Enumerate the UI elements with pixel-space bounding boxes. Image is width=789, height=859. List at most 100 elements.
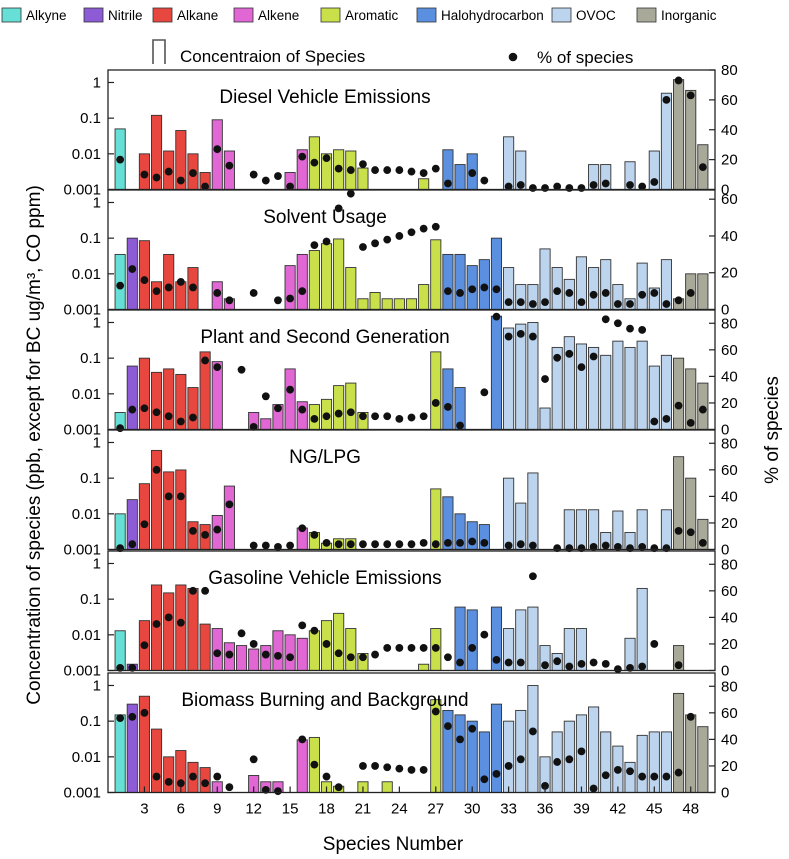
dot-species-5	[164, 492, 173, 501]
dot-species-23	[383, 644, 392, 652]
bar-species-1	[114, 714, 126, 793]
legend-label-halohydrocarbon: Halohydrocarbon	[441, 8, 544, 23]
dot-species-31	[480, 176, 489, 185]
bar-species-44	[636, 734, 648, 793]
bar-species-40	[588, 267, 600, 310]
dot-species-15	[286, 294, 294, 303]
dot-species-39	[577, 747, 586, 756]
dot-species-5	[164, 167, 173, 176]
legend-label-alkane: Alkane	[177, 8, 218, 23]
x-tick-label: 24	[391, 801, 408, 818]
x-tick-label: 21	[355, 801, 372, 818]
legend-bar-icon	[152, 39, 166, 64]
bar-species-33	[503, 136, 515, 190]
bar-species-2	[126, 237, 138, 310]
bar-species-5	[163, 756, 175, 793]
legend-bar-label: Concentraion of Species	[180, 47, 365, 66]
y-right-tick-label: 0	[721, 663, 729, 680]
dot-species-25	[407, 644, 416, 652]
bar-species-39	[575, 343, 588, 430]
panel-5: 0.001 0.01 0.1 1 0 20 40 60 80 Gasoline Vehicle E…	[63, 550, 738, 680]
dot-species-38	[565, 755, 574, 764]
dot-species-6	[176, 417, 185, 426]
dot-species-21	[359, 243, 367, 251]
dot-species-26	[419, 538, 428, 547]
dot-species-18	[322, 538, 331, 547]
dot-species-37	[553, 758, 562, 766]
dot-species-5	[164, 613, 173, 622]
x-tick-label: 45	[646, 801, 663, 818]
dot-species-25	[407, 540, 416, 549]
dot-species-10	[225, 500, 234, 509]
y-right-tick-label: 80	[721, 315, 738, 332]
bar-species-44	[636, 262, 648, 310]
dot-species-14	[274, 542, 282, 551]
y-left-tick-label: 0.01	[72, 386, 101, 403]
bar-species-10	[223, 485, 235, 550]
dot-species-14	[274, 651, 282, 660]
y-right-tick-label: 20	[721, 515, 738, 532]
dot-species-26	[419, 412, 428, 421]
bar-species-4	[151, 449, 163, 550]
bar-species-29	[454, 253, 466, 310]
bar-species-49	[697, 273, 709, 310]
x-tick-label: 9	[213, 801, 221, 818]
panel-1: 0.001 0.01 0.1 1 0 20 40 60 80 Diesel Vehicle Emi…	[63, 62, 737, 199]
dot-species-35	[529, 541, 537, 550]
dot-species-14	[274, 404, 282, 413]
dot-species-46	[662, 300, 671, 308]
y-right-tick-label: 40	[721, 609, 738, 626]
dot-species-17	[310, 414, 319, 423]
dot-species-42	[613, 766, 622, 774]
dot-species-44	[638, 542, 647, 551]
dot-species-27	[431, 222, 440, 231]
bar-species-20	[345, 628, 357, 671]
bar-species-33	[503, 720, 515, 793]
dot-species-37	[553, 287, 562, 296]
dot-species-9	[213, 145, 222, 154]
dot-species-13	[261, 541, 270, 550]
dot-species-49	[698, 538, 707, 547]
dot-species-36	[541, 661, 549, 670]
y-left-tick-label: 0.001	[63, 785, 101, 802]
y-right-tick-label: 60	[721, 705, 738, 722]
bar-species-17	[308, 630, 320, 671]
dot-species-29	[456, 538, 464, 547]
legend-label-ovoc: OVOC	[576, 8, 616, 23]
dot-species-49	[698, 163, 707, 171]
dot-species-19	[334, 783, 343, 792]
bar-species-22	[369, 292, 381, 310]
bar-species-4	[151, 728, 163, 793]
bar-species-41	[600, 731, 612, 793]
dot-species-42	[613, 300, 622, 308]
bar-species-15	[284, 265, 296, 310]
dot-species-38	[565, 184, 574, 192]
dot-species-40	[589, 658, 598, 667]
dot-species-11	[237, 629, 246, 638]
bar-species-42	[612, 340, 624, 430]
panel-4: 0.001 0.01 0.1 1 0 20 40 60 80 NG/LPG	[63, 429, 738, 559]
bar-species-29	[454, 714, 466, 793]
dot-species-13	[261, 785, 270, 794]
bar-species-5	[163, 471, 175, 550]
dot-species-32	[492, 655, 501, 664]
dot-species-12	[249, 422, 258, 431]
dot-species-2	[128, 712, 137, 721]
legend: Alkyne Nitrile Alkane Alkene Aromatic Halohyd…	[1, 7, 717, 67]
y-left-tick-label: 1	[93, 314, 101, 331]
dot-species-34	[516, 540, 525, 549]
x-tick-label: 39	[573, 801, 590, 818]
dot-species-31	[480, 388, 489, 397]
panel-title: Gasoline Vehicle Emissions	[208, 568, 441, 589]
dot-species-45	[650, 289, 659, 297]
dot-species-19	[334, 164, 343, 173]
bar-species-30	[466, 609, 478, 671]
dot-species-48	[686, 528, 695, 537]
dot-species-15	[286, 541, 294, 550]
bar-species-45	[648, 731, 660, 793]
dot-species-23	[383, 412, 392, 421]
dot-species-39	[577, 298, 586, 307]
bar-species-32	[490, 315, 503, 430]
dot-species-44	[638, 662, 647, 671]
dot-species-19	[334, 204, 343, 213]
